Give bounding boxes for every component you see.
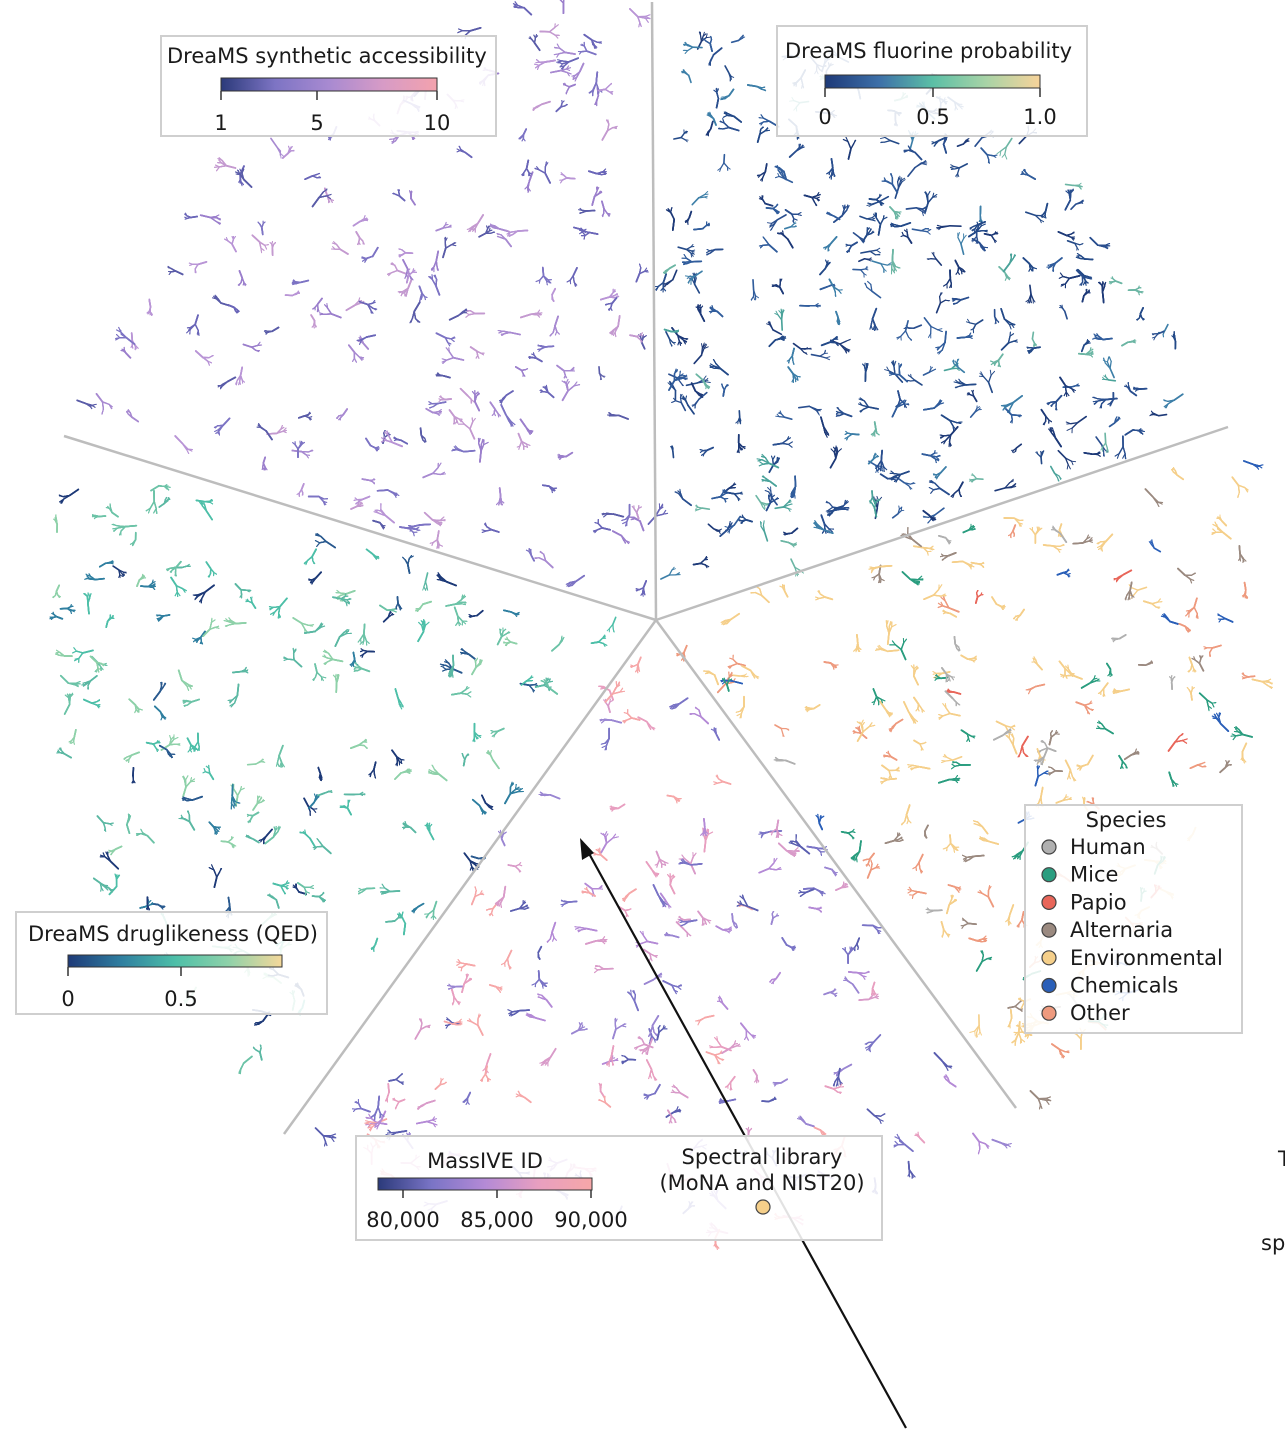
- qed-tick-05: 0.5: [164, 987, 197, 1011]
- divider-upper-right: [655, 425, 1229, 622]
- divider-upper-left: [63, 434, 657, 622]
- species-label-human: Human: [1070, 835, 1146, 859]
- species-label-other: Other: [1070, 1001, 1130, 1025]
- species-label-alternaria: Alternaria: [1070, 918, 1173, 942]
- species-marker-mice: [1041, 867, 1057, 883]
- species-marker-human: [1041, 839, 1057, 855]
- massive-colorbar: [377, 1177, 593, 1191]
- species-label-mice: Mice: [1070, 863, 1118, 887]
- species-marker-papio: [1041, 894, 1057, 911]
- species-marker-other: [1041, 1005, 1057, 1021]
- massive-id-legend: MassIVE ID 80,000 85,000 90,000 Spectral…: [355, 1135, 883, 1241]
- synthetic-colorbar: [220, 77, 438, 92]
- druglikeness-sector: [49, 484, 617, 1075]
- fluorine-tick-1: 1.0: [1023, 105, 1056, 129]
- synthetic-tick-5: 5: [310, 111, 323, 135]
- fluorine-tick-0: 0: [818, 105, 831, 129]
- spectral-library-title: Spectral library: [682, 1145, 843, 1169]
- fluorine-tick-05: 0.5: [916, 105, 949, 129]
- species-label-environmental: Environmental: [1070, 946, 1223, 970]
- synthetic-accessibility-sector: [76, 0, 669, 597]
- massive-legend-title: MassIVE ID: [427, 1149, 543, 1173]
- species-marker-environmental: [1041, 950, 1057, 966]
- fluorine-legend-title: DreaMS fluorine probability: [785, 39, 1072, 63]
- spectral-library-subtitle: (MoNA and NIST20): [659, 1171, 864, 1195]
- synthetic-legend-title: DreaMS synthetic accessibility: [167, 44, 487, 68]
- species-legend-title: Species: [1086, 808, 1167, 832]
- qed-legend-title: DreaMS druglikeness (QED): [28, 922, 318, 946]
- species-marker-alternaria: [1041, 922, 1057, 938]
- synthetic-tick-1: 1: [214, 111, 227, 135]
- massive-tick-90000: 90,000: [554, 1208, 627, 1232]
- fluorine-probability-sector: [654, 31, 1184, 580]
- sector-dividers: [63, 1, 1229, 1135]
- qed-colorbar: [67, 954, 283, 968]
- massive-tick-80000: 80,000: [366, 1208, 439, 1232]
- species-label-chemicals: Chemicals: [1070, 974, 1178, 998]
- edge-text-sp: sp: [1261, 1231, 1285, 1255]
- druglikeness-legend: DreaMS druglikeness (QED) 0 0.5: [15, 911, 328, 1015]
- divider-top: [650, 1, 658, 621]
- divider-lower-left: [282, 619, 658, 1135]
- edge-text-t: T: [1277, 1147, 1285, 1171]
- fluorine-probability-legend: DreaMS fluorine probability 0 0.5 1.0: [776, 25, 1088, 137]
- species-label-papio: Papio: [1070, 890, 1127, 914]
- annotation-arrow: [580, 838, 907, 1429]
- synthetic-accessibility-legend: DreaMS synthetic accessibility 1 5 10: [160, 35, 497, 137]
- spectral-library-marker: [755, 1199, 771, 1215]
- qed-tick-0: 0: [61, 987, 74, 1011]
- fluorine-colorbar: [824, 74, 1041, 89]
- synthetic-tick-10: 10: [424, 111, 451, 135]
- divider-lower-right: [654, 619, 1018, 1109]
- species-marker-chemicals: [1041, 977, 1057, 994]
- species-legend: Species Human Mice Papio Alternaria Environm…: [1024, 804, 1243, 1034]
- massive-tick-85000: 85,000: [460, 1208, 533, 1232]
